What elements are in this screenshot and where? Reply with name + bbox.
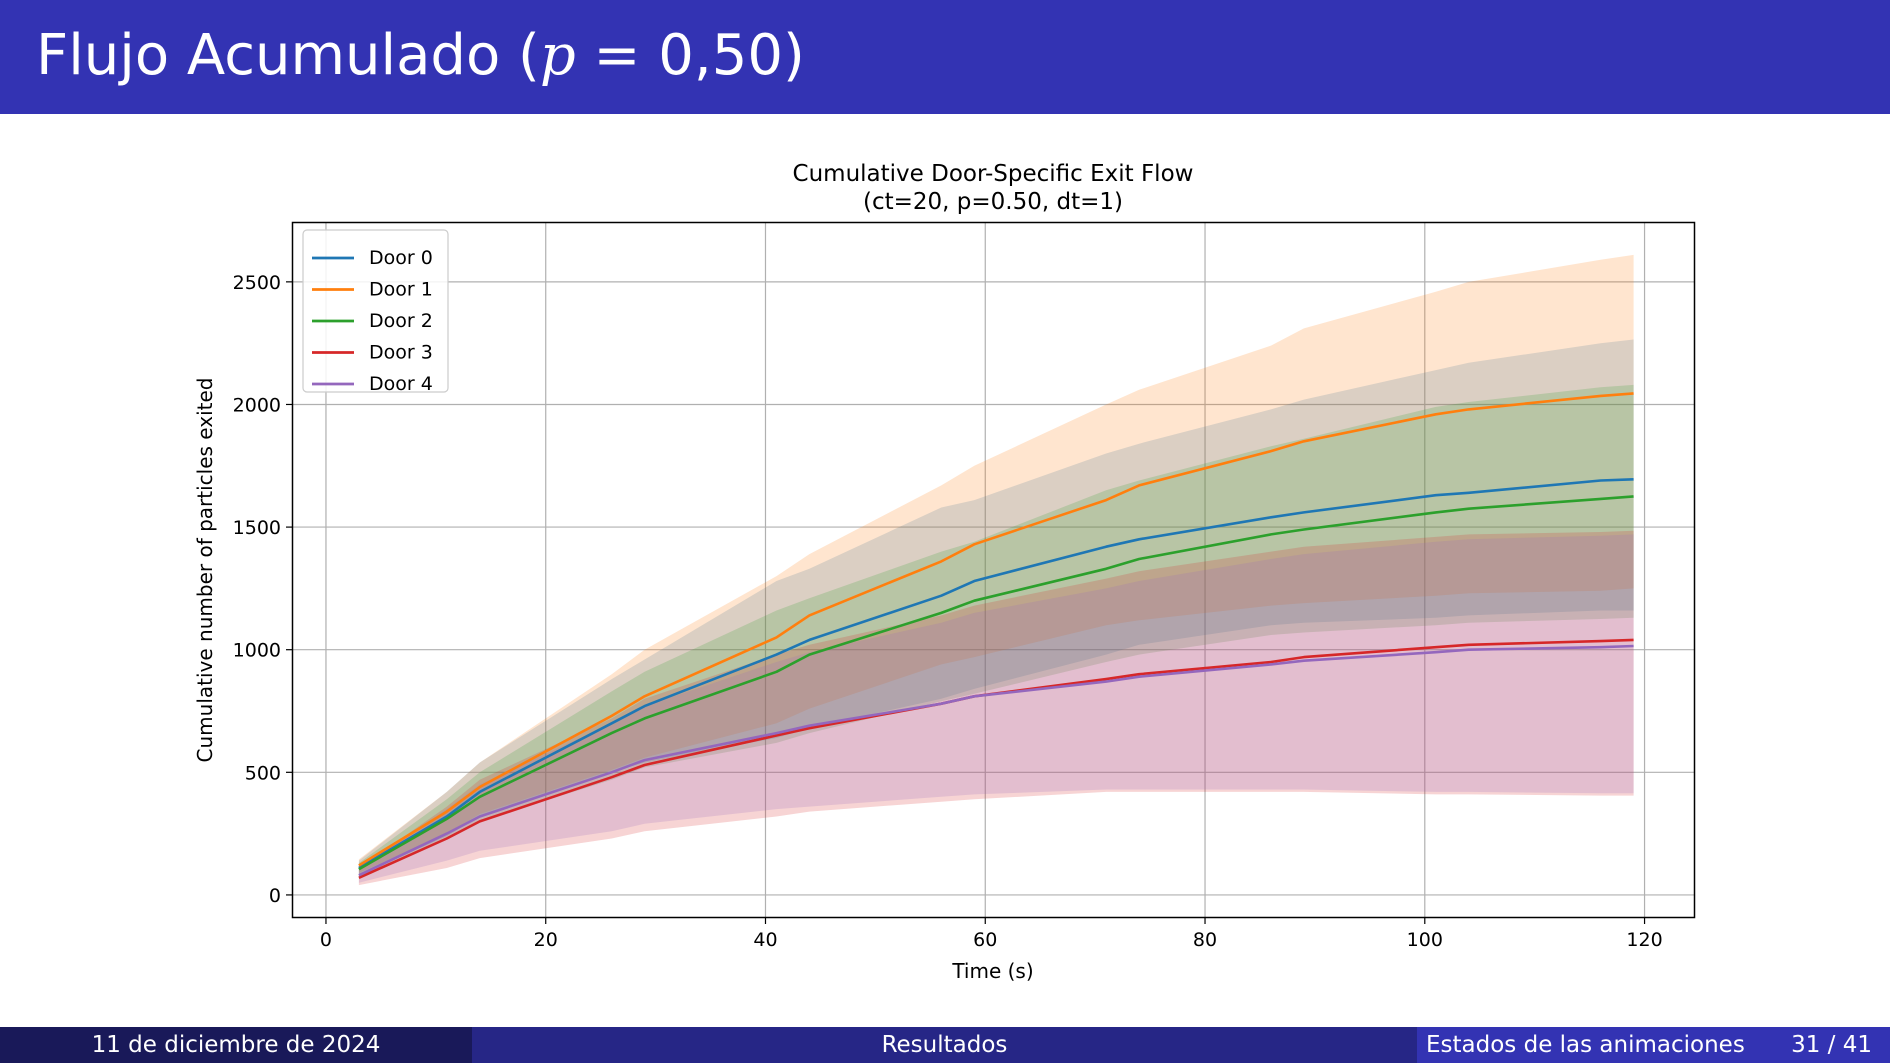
x-tick-label: 0 <box>320 929 332 951</box>
slide-title-text: Flujo Acumulado ( <box>36 23 540 88</box>
x-tick-label: 80 <box>1193 929 1217 951</box>
slide-title-variable: p <box>539 23 576 88</box>
line-door-2 <box>358 495 1634 871</box>
legend-label-door-1: Door 1 <box>369 279 433 301</box>
line-door-1 <box>358 392 1634 867</box>
x-tick-label: 100 <box>1407 929 1443 951</box>
x-tick-label: 20 <box>534 929 558 951</box>
legend-label-door-3: Door 3 <box>369 342 433 364</box>
x-tick-label: 40 <box>753 929 777 951</box>
confidence-bands <box>358 254 1634 886</box>
slide-title-value: = 0,50) <box>575 23 805 88</box>
y-tick-label: 1500 <box>233 517 281 539</box>
y-tick-label: 2000 <box>233 394 281 416</box>
y-tick-label: 500 <box>245 762 281 784</box>
line-door-4 <box>358 644 1634 877</box>
band-door-4 <box>358 534 1634 883</box>
footer-subsection: Estados de las animaciones <box>1426 1032 1745 1058</box>
band-door-3 <box>358 530 1634 886</box>
y-tick-label: 1000 <box>233 640 281 662</box>
slide-footer: 11 de diciembre de 2024 Resultados Estad… <box>0 1027 1890 1063</box>
cumulative-flow-chart: 0 20 40 60 80 100 120 0 500 1000 1500 2000 2500 Cumu… <box>193 161 1696 983</box>
slide-title-bar: Flujo Acumulado (p = 0,50) <box>0 0 1890 114</box>
footer-section: Resultados <box>472 1027 1417 1063</box>
legend-label-door-2: Door 2 <box>369 310 433 332</box>
chart-title: Cumulative Door-Specific Exit Flow <box>793 161 1194 187</box>
axis-ticks: 0 20 40 60 80 100 120 0 500 1000 1500 2000 2500 <box>233 272 1663 951</box>
footer-date: 11 de diciembre de 2024 <box>0 1027 472 1063</box>
footer-right: Estados de las animaciones 31 / 41 <box>1417 1027 1890 1063</box>
x-tick-label: 60 <box>973 929 997 951</box>
legend: Door 0 Door 1 Door 2 Door 3 Door 4 <box>302 229 449 395</box>
chart-subtitle: (ct=20, p=0.50, dt=1) <box>863 189 1123 215</box>
line-door-0 <box>358 478 1634 870</box>
y-axis-label: Cumulative number of particles exited <box>193 378 217 763</box>
legend-label-door-4: Door 4 <box>369 373 433 395</box>
y-tick-label: 2500 <box>233 272 281 294</box>
band-door-1 <box>358 254 1634 873</box>
footer-page-number: 31 / 41 <box>1791 1032 1872 1058</box>
slide-title: Flujo Acumulado (p = 0,50) <box>36 28 805 84</box>
x-axis-label: Time (s) <box>951 959 1033 983</box>
series-lines <box>358 392 1634 879</box>
x-tick-label: 120 <box>1626 929 1662 951</box>
legend-label-door-0: Door 0 <box>369 247 433 269</box>
y-tick-label: 0 <box>269 885 281 907</box>
band-door-0 <box>358 339 1634 876</box>
plot-frame <box>291 221 1696 919</box>
